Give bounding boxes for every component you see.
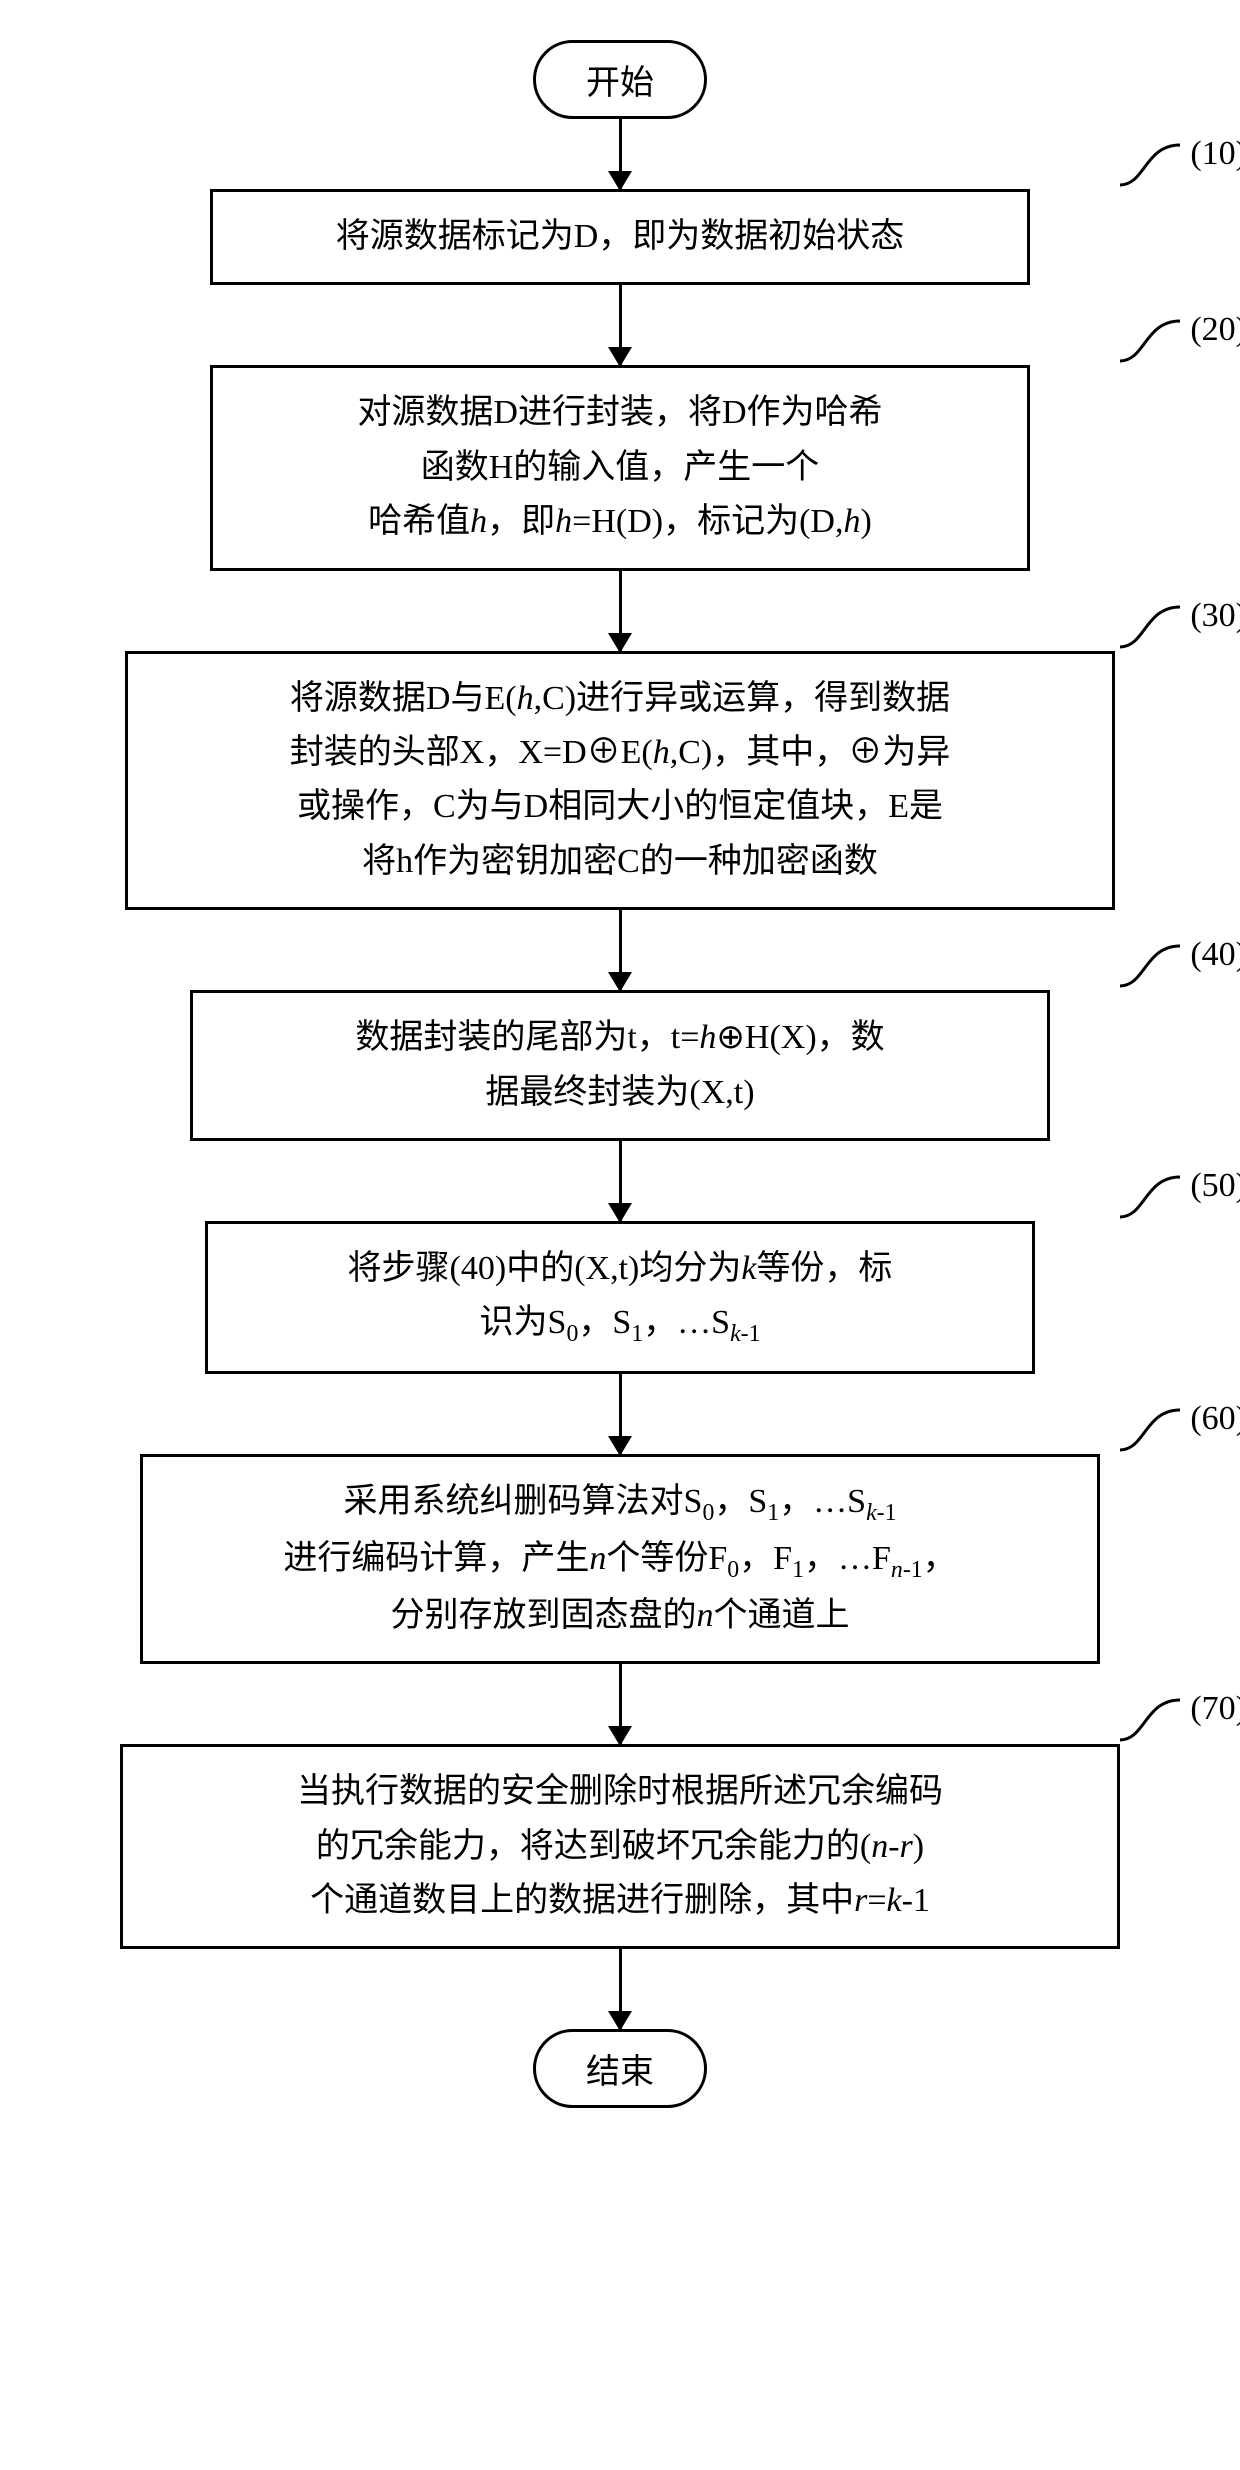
process-50: 将步骤(40)中的(X,t)均分为k等份，标 识为S0，S1，…Sk-1 (50… [205, 1221, 1035, 1374]
arrow-6 [619, 1664, 622, 1744]
process-40-line-1: 据最终封装为(X,t) [223, 1066, 1017, 1120]
end-terminal: 结束 [533, 2029, 707, 2108]
callout-60: (60) [1190, 1392, 1240, 1446]
process-20: 对源数据D进行封装，将D作为哈希 函数H的输入值，产生一个 哈希值h，即h=H(… [210, 365, 1030, 570]
callout-50: (50) [1190, 1159, 1240, 1213]
process-60-line-2: 分别存放到固态盘的n个通道上 [173, 1589, 1067, 1643]
process-20-line-2: 哈希值h，即h=H(D)，标记为(D,h) [243, 495, 997, 549]
arrow-4 [619, 1141, 622, 1221]
arrow-3 [619, 910, 622, 990]
process-10-text: 将源数据标记为D，即为数据初始状态 [243, 210, 997, 264]
process-70-line-1: 的冗余能力，将达到破坏冗余能力的(n-r) [153, 1820, 1087, 1874]
process-60: 采用系统纠删码算法对S0，S1，…Sk-1 进行编码计算，产生n个等份F0，F1… [140, 1454, 1100, 1664]
arrow-1 [619, 285, 622, 365]
process-30: 将源数据D与E(h,C)进行异或运算，得到数据 封装的头部X，X=D⊕E(h,C… [125, 651, 1115, 911]
callout-40: (40) [1190, 928, 1240, 982]
process-50-line-1: 识为S0，S1，…Sk-1 [238, 1296, 1002, 1353]
callout-30: (30) [1190, 589, 1240, 643]
process-70-line-0: 当执行数据的安全删除时根据所述冗余编码 [153, 1765, 1087, 1819]
process-40-line-0: 数据封装的尾部为t，t=h⊕H(X)，数 [223, 1011, 1017, 1065]
arrow-7 [619, 1949, 622, 2029]
process-10: 将源数据标记为D，即为数据初始状态 (10) [210, 189, 1030, 285]
process-30-line-1: 封装的头部X，X=D⊕E(h,C)，其中，⊕为异 [158, 726, 1082, 780]
process-70: 当执行数据的安全删除时根据所述冗余编码 的冗余能力，将达到破坏冗余能力的(n-r… [120, 1744, 1120, 1949]
arrow-2 [619, 571, 622, 651]
process-30-line-2: 或操作，C为与D相同大小的恒定值块，E是 [158, 780, 1082, 834]
process-30-line-3: 将h作为密钥加密C的一种加密函数 [158, 835, 1082, 889]
process-70-line-2: 个通道数目上的数据进行删除，其中r=k-1 [153, 1874, 1087, 1928]
process-50-line-0: 将步骤(40)中的(X,t)均分为k等份，标 [238, 1242, 1002, 1296]
process-60-line-1: 进行编码计算，产生n个等份F0，F1，…Fn-1， [173, 1532, 1067, 1589]
process-40: 数据封装的尾部为t，t=h⊕H(X)，数 据最终封装为(X,t) (40) [190, 990, 1050, 1141]
arrow-0 [619, 119, 622, 189]
callout-10: (10) [1190, 127, 1240, 181]
start-terminal: 开始 [533, 40, 707, 119]
process-20-line-0: 对源数据D进行封装，将D作为哈希 [243, 386, 997, 440]
process-30-line-0: 将源数据D与E(h,C)进行异或运算，得到数据 [158, 672, 1082, 726]
process-20-line-1: 函数H的输入值，产生一个 [243, 441, 997, 495]
process-60-line-0: 采用系统纠删码算法对S0，S1，…Sk-1 [173, 1475, 1067, 1532]
arrow-5 [619, 1374, 622, 1454]
callout-70: (70) [1190, 1682, 1240, 1736]
flowchart-container: 开始 将源数据标记为D，即为数据初始状态 (10) 对源数据D进行封装，将D作为… [0, 40, 1240, 2108]
callout-20: (20) [1190, 303, 1240, 357]
